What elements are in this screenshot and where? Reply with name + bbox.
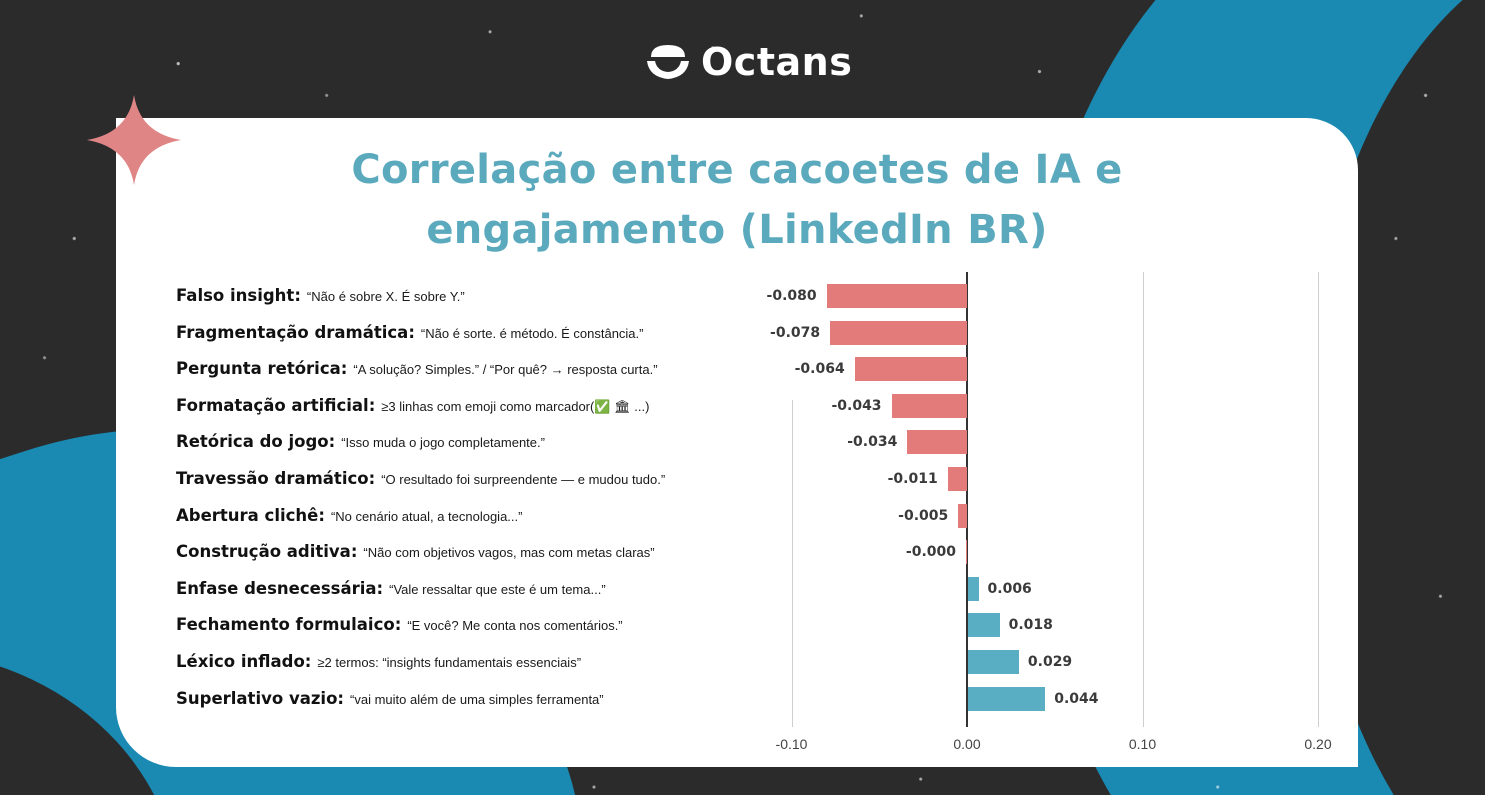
category-example: ≥2 termos: “insights fundamentais essenc… [317,655,582,670]
brand-logo: Octans [645,40,852,84]
category-example: “A solução? Simples.” / “Por quê? → resp… [353,362,658,378]
category-label: Fragmentação dramática: “Não é sorte. é m… [176,321,643,345]
category-label: Travessão dramático: “O resultado foi sur… [176,467,665,491]
bar-value-label: -0.034 [847,434,898,451]
category-name: Superlativo vazio: [176,688,345,708]
octans-logo-icon [647,45,689,79]
category-example: “Não é sorte. é método. É constância.” [420,325,644,341]
bar-value-label: -0.011 [887,471,938,487]
category-name: Pergunta retórica: [176,359,348,379]
x-tick-label: 0.00 [953,736,981,752]
bar [968,650,1019,674]
category-name: Formatação artificial: [176,395,376,415]
category-name: Travessão dramático: [176,469,376,488]
category-name: Abertura clichê: [176,505,325,525]
sparkle-star-icon [87,95,181,185]
category-name: Construção aditiva: [176,542,358,562]
category-example: “Não é sobre X. É sobre Y.” [306,289,465,304]
category-name: Fechamento formulaico: [176,615,402,635]
x-tick-label: 0.10 [1128,736,1157,752]
category-label: Superlativo vazio: “vai muito além de uma… [176,687,604,711]
category-example: “E você? Me conta nos comentários.” [407,618,623,634]
bar-value-label: 0.006 [987,580,1032,597]
category-example: “No cenário atual, a tecnologia...” [330,508,523,524]
category-example: ≥3 linhas com emoji como marcador(✅ 🏛 ..… [381,398,650,414]
category-label: Retórica do jogo: “Isso muda o jogo compl… [176,430,545,454]
category-label: Enfase desnecessária: “Vale ressaltar que… [176,577,606,601]
bar-value-label: -0.078 [770,324,821,341]
chart-title: Correlação entre cacoetes de IA e engaja… [116,140,1358,260]
bar-value-label: -0.080 [766,288,817,304]
category-label: Abertura clichê: “No cenário atual, a tec… [176,504,522,528]
bar [968,686,1046,711]
bar [891,393,967,418]
bar-value-label: -0.000 [905,544,956,561]
bar [830,320,967,345]
bar [966,540,967,565]
category-label: Pergunta retórica: “A solução? Simples.” … [176,357,658,381]
bar [826,284,967,308]
bar-value-label: -0.005 [898,507,949,524]
bar-value-label: -0.064 [794,361,845,378]
category-example: “vai muito além de uma simples ferrament… [350,691,604,707]
bar [968,576,979,601]
bar [947,467,967,491]
category-name: Enfase desnecessária: [176,578,384,598]
category-name: Retórica do jogo: [176,432,336,452]
gridline [1142,272,1144,727]
bar-value-label: 0.044 [1054,690,1099,707]
category-name: Léxico inflado: [176,652,312,671]
category-label: Falso insight: “Não é sobre X. É sobre Y.… [176,284,465,308]
bar [968,613,1000,638]
category-example: “Isso muda o jogo completamente.” [341,435,545,451]
brand-name: Octans [701,40,853,84]
category-name: Falso insight: [176,286,301,305]
x-tick-label: -0.10 [775,736,808,752]
category-label: Fechamento formulaico: “E você? Me conta … [176,613,623,637]
chart-title-line2: engajamento (LinkedIn BR) [426,207,1048,253]
chart-title-line1: Correlação entre cacoetes de IA e [351,147,1123,193]
bar-value-label: 0.029 [1027,654,1073,670]
category-name: Fragmentação dramática: [176,322,415,342]
category-label: Formatação artificial: ≥3 linhas com emoj… [176,394,649,418]
bar [958,503,967,528]
category-example: “O resultado foi surpreendente — e mudou… [381,472,666,487]
category-label: Léxico inflado: ≥2 termos: “insights fund… [176,650,581,674]
zero-axis-line [966,272,968,727]
chart-card: Correlação entre cacoetes de IA e engaja… [116,118,1358,767]
category-label: Construção aditiva: “Não com objetivos va… [176,540,655,564]
gridline [791,400,793,727]
category-example: “Não com objetivos vagos, mas com metas … [363,545,655,561]
bar-value-label: 0.018 [1008,617,1053,634]
category-example: “Vale ressaltar que este é um tema...” [389,581,606,597]
bar [907,430,967,455]
x-tick-label: 0.20 [1304,736,1332,752]
bar-value-label: -0.043 [831,397,882,414]
bar [854,357,967,382]
gridline [1318,272,1319,727]
